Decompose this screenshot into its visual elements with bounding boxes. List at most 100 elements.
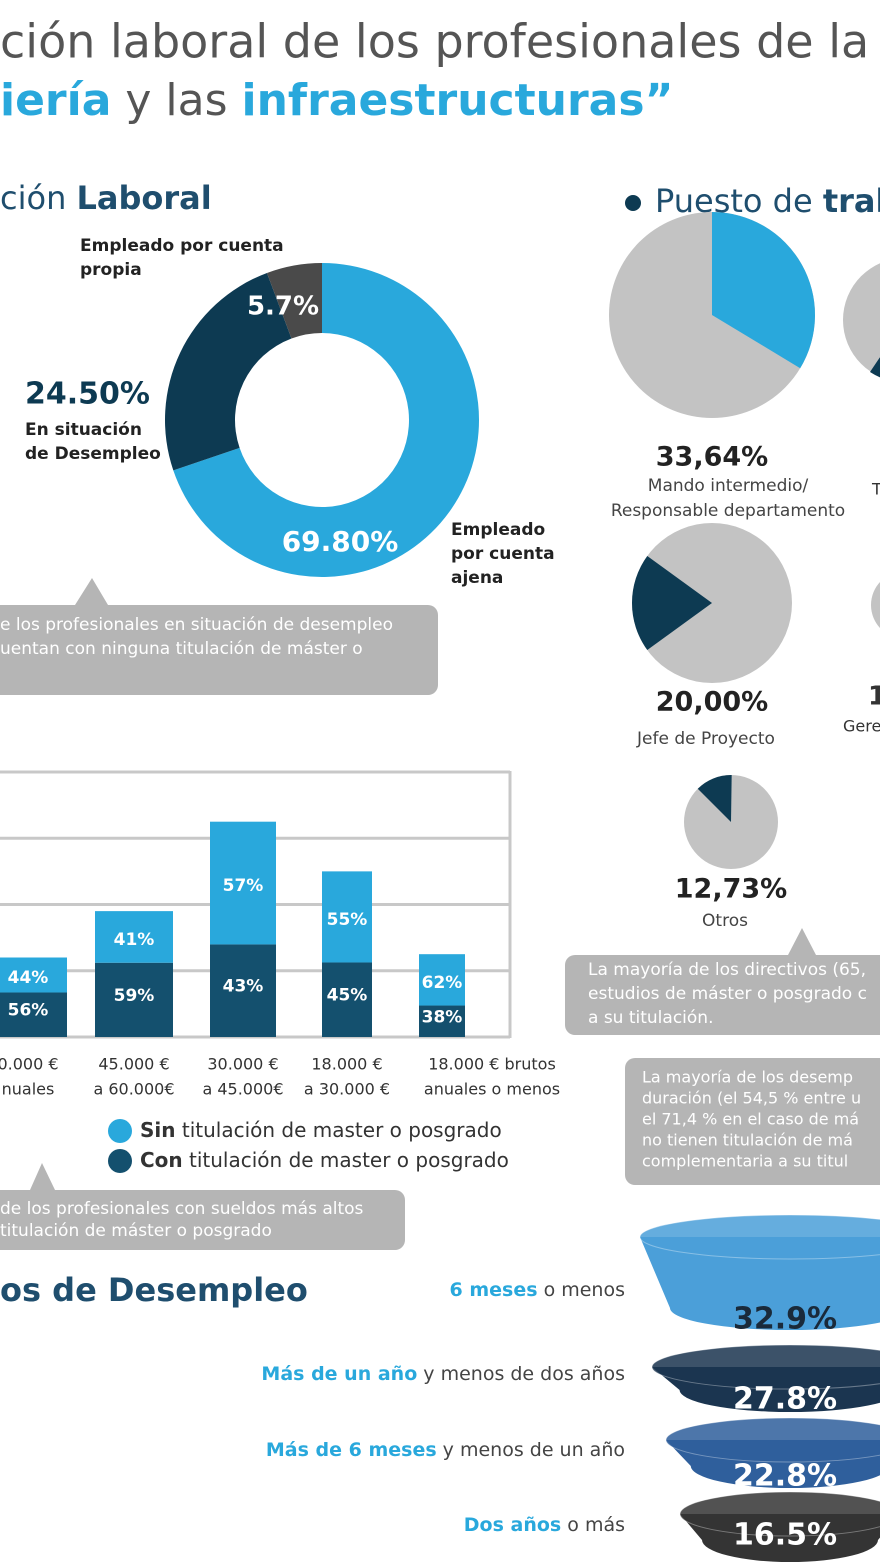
category-label: Jefe de Proyecto	[636, 729, 775, 749]
bar-segment	[0, 992, 67, 1037]
x-tick-label: 45.000 €	[98, 1055, 169, 1074]
category-label-part: o más	[561, 1514, 625, 1536]
bar-segment	[419, 954, 465, 1006]
donut-slice	[165, 272, 292, 471]
value-label: 33,64%	[656, 442, 768, 473]
bar-segment	[210, 821, 276, 945]
cropped-text: Gere	[843, 717, 880, 736]
legend-label-strong: Con	[140, 1148, 183, 1172]
section-title-part: Laboral	[77, 179, 212, 217]
bar-segment	[0, 957, 67, 993]
x-tick-label: 18.000 €	[311, 1055, 382, 1074]
category-label-part: o menos	[538, 1279, 625, 1301]
bar-segment	[322, 871, 372, 963]
header-subtitle-part: infraestructuras”	[242, 75, 674, 126]
cropped-pie-slice	[870, 357, 880, 378]
header-subtitle: iería y las infraestructuras”	[0, 75, 673, 126]
cropped-pie	[843, 263, 880, 377]
section-title: os de Desempleo	[0, 1271, 308, 1309]
value-label: 41%	[114, 930, 155, 950]
funnel-disk	[679, 1491, 880, 1562]
category-label: Empleado	[451, 520, 545, 540]
funnel-disk	[651, 1344, 880, 1412]
category-label: por cuenta	[451, 544, 555, 564]
annotation-text: complementaria a su titul	[642, 1152, 848, 1171]
category-label: 6 meses o menos	[450, 1279, 626, 1301]
legend-swatch	[108, 1149, 132, 1173]
funnel-top	[651, 1344, 880, 1390]
bar-segment	[95, 911, 173, 963]
annotation-text: La mayoría de los desemp	[642, 1068, 853, 1087]
annotation-text: e los profesionales en situación de dese…	[0, 615, 393, 635]
annotation-text: el 71,4 % en el caso de má	[642, 1110, 859, 1129]
x-tick-label: nuales	[2, 1080, 55, 1099]
funnel-top	[639, 1214, 880, 1260]
bar-segment	[95, 962, 173, 1037]
category-label-part: 6 meses	[450, 1279, 538, 1301]
legend-label-strong: Sin	[140, 1118, 176, 1142]
funnel-body	[640, 1237, 880, 1330]
funnel-disk	[639, 1214, 880, 1330]
category-label: Otros	[702, 911, 748, 931]
bar-segment	[210, 944, 276, 1037]
legend-label-rest: titulación de master o posgrado	[183, 1148, 509, 1172]
value-label: 32.9%	[733, 1302, 837, 1337]
value-label: 24.50%	[25, 377, 150, 412]
bar-segment	[419, 1005, 465, 1037]
annotation-text: La mayoría de los directivos (65,	[588, 960, 866, 980]
category-label: Empleado por cuenta	[80, 236, 284, 256]
value-label: 5.7%	[247, 292, 319, 322]
x-tick-label: a 60.000€	[93, 1080, 174, 1099]
x-tick-label: 0.000 €	[0, 1055, 59, 1074]
value-label: 16.5%	[733, 1518, 837, 1553]
category-label: Responsable departamento	[611, 501, 845, 521]
funnel-disk	[665, 1417, 880, 1488]
callout-box	[0, 1163, 405, 1250]
category-label: Dos años o más	[464, 1514, 625, 1536]
value-label: 69.80%	[282, 525, 399, 558]
legend-swatch	[108, 1119, 132, 1143]
donut-slice	[173, 263, 480, 577]
value-label: 22.8%	[733, 1459, 837, 1494]
legend-label: Con titulación de master o posgrado	[140, 1148, 509, 1172]
category-label-part: y menos de un año	[437, 1439, 625, 1461]
section-title: Puesto de trab	[655, 182, 880, 220]
bar-segment	[322, 962, 372, 1037]
annotation-text: de los profesionales con sueldos más alt…	[0, 1199, 364, 1219]
cropped-text: 1	[868, 682, 880, 712]
category-label-part: Más de 6 meses	[266, 1439, 437, 1461]
category-label: propia	[80, 260, 142, 280]
category-label: Mando intermedio/	[648, 476, 809, 496]
value-label: 43%	[223, 977, 264, 997]
annotation-text: duración (el 54,5 % entre u	[642, 1089, 861, 1108]
category-label: En situación	[25, 420, 142, 440]
category-label-part: Más de un año	[261, 1363, 417, 1385]
cropped-pie	[871, 581, 880, 629]
x-tick-label: 30.000 €	[207, 1055, 278, 1074]
legend-label-rest: titulación de master o posgrado	[176, 1118, 502, 1142]
annotation-text: a su titulación.	[588, 1008, 713, 1028]
funnel-top	[665, 1417, 880, 1463]
cropped-text: T	[871, 480, 880, 499]
annotation-text: uentan con ninguna titulación de máster …	[0, 639, 363, 659]
x-tick-label: a 30.000 €	[304, 1080, 390, 1099]
category-label: Más de 6 meses y menos de un año	[266, 1439, 625, 1461]
x-tick-label: anuales o menos	[424, 1080, 560, 1099]
section-title-part: Puesto de	[655, 182, 823, 220]
value-label: 55%	[327, 910, 368, 930]
annotation-text: no tienen titulación de má	[642, 1131, 853, 1150]
annotation-text: estudios de máster o posgrado c	[588, 984, 867, 1004]
bullet	[625, 195, 641, 211]
category-label-part: Dos años	[464, 1514, 561, 1536]
annotation-text: titulación de máster o posgrado	[0, 1221, 272, 1241]
pie-slice	[712, 212, 815, 369]
value-label: 20,00%	[656, 687, 768, 718]
header-subtitle-part: y las	[111, 75, 241, 126]
pie-slice	[632, 555, 712, 651]
funnel-top	[679, 1491, 880, 1537]
donut-slice	[266, 263, 322, 339]
category-label: Más de un año y menos de dos años	[261, 1363, 625, 1385]
legend-label: Sin titulación de master o posgrado	[140, 1118, 502, 1142]
value-label: 59%	[114, 986, 155, 1006]
